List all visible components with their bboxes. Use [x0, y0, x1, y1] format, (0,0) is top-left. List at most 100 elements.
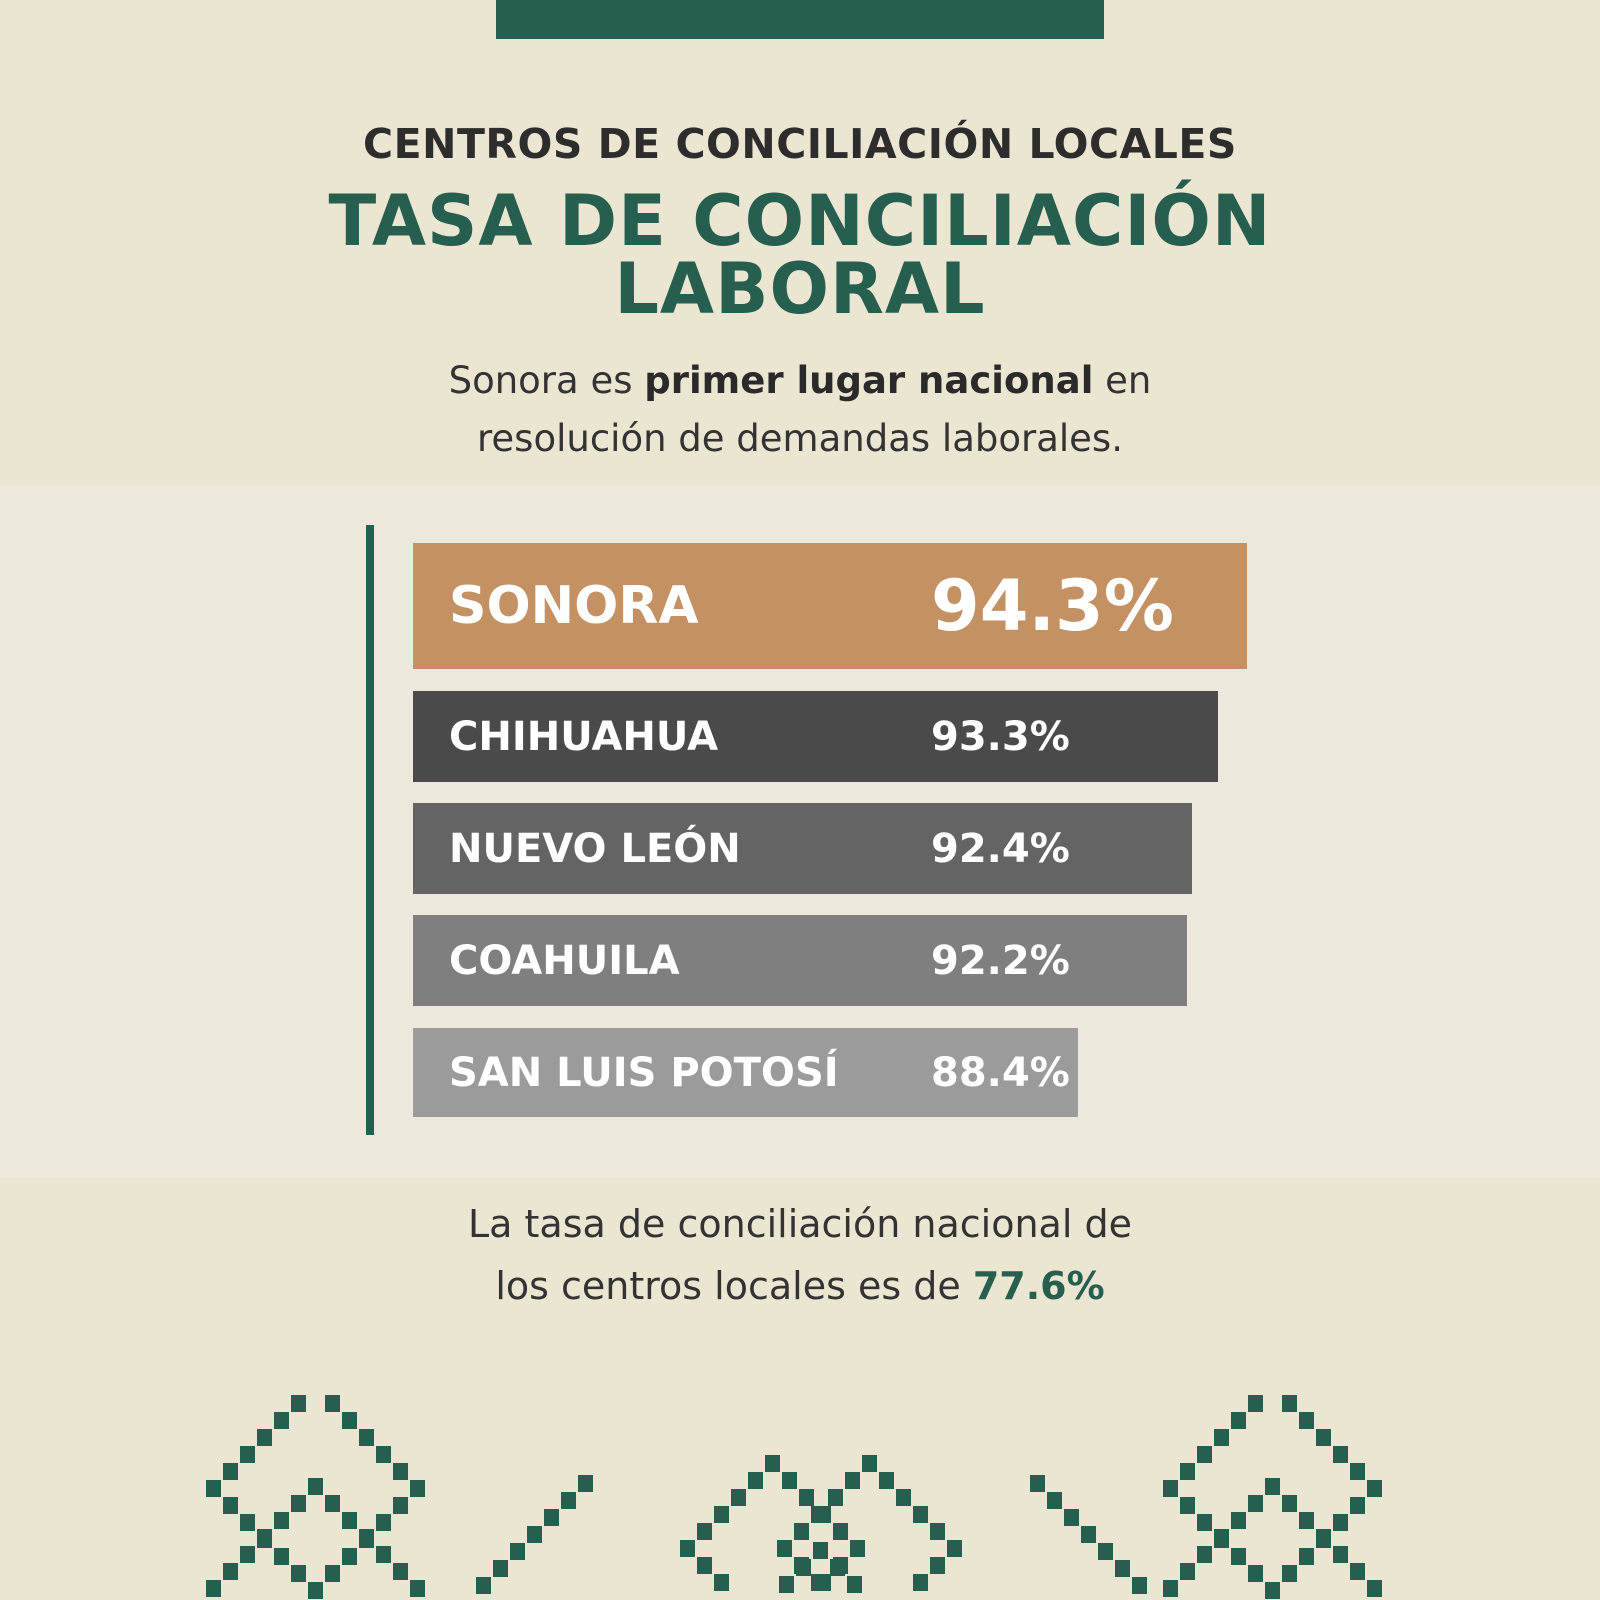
bar-value-label: 92.2%: [931, 937, 1070, 984]
pattern-block: [1350, 1463, 1365, 1480]
pattern-block: [847, 1576, 862, 1593]
pattern-block: [1248, 1565, 1263, 1582]
pattern-block: [782, 1472, 797, 1489]
pattern-block: [274, 1512, 289, 1529]
bar-value-label: 94.3%: [931, 565, 1174, 647]
pattern-block: [896, 1489, 911, 1506]
pattern-block: [811, 1574, 826, 1591]
top-banner-bar: [496, 0, 1104, 39]
main-title-line1: TASA DE CONCILIACIÓN: [328, 180, 1272, 262]
bar-sonora: SONORA 94.3%: [413, 543, 1247, 669]
pattern-block: [257, 1429, 272, 1446]
pattern-block: [833, 1523, 848, 1540]
bar-value-label: 92.4%: [931, 825, 1070, 872]
pattern-block: [376, 1546, 391, 1563]
national-rate-value: 77.6%: [972, 1264, 1105, 1308]
bar-value-label: 93.3%: [931, 713, 1070, 760]
pattern-block: [1282, 1495, 1297, 1512]
pattern-block: [779, 1576, 794, 1593]
bar-label: SAN LUIS POTOSÍ: [449, 1049, 839, 1096]
subtitle-line1: Sonora es primer lugar nacional en: [0, 352, 1600, 410]
pattern-block: [1367, 1480, 1382, 1497]
pattern-block: [291, 1565, 306, 1582]
pattern-block: [376, 1446, 391, 1463]
pattern-block: [223, 1497, 238, 1514]
pattern-block: [274, 1548, 289, 1565]
pattern-block: [257, 1529, 272, 1546]
pattern-block: [1132, 1577, 1147, 1594]
pattern-block: [1333, 1546, 1348, 1563]
pattern-block: [493, 1560, 508, 1577]
pattern-block: [879, 1472, 894, 1489]
subtitle-pre: Sonora es: [448, 359, 645, 402]
pattern-block: [410, 1480, 425, 1497]
pattern-block: [1316, 1429, 1331, 1446]
pattern-block: [1197, 1546, 1212, 1563]
pattern-block: [1231, 1412, 1246, 1429]
pattern-block: [913, 1506, 928, 1523]
footer-line2: los centros locales es de 77.6%: [0, 1257, 1600, 1315]
pattern-block: [930, 1557, 945, 1574]
pattern-block: [376, 1514, 391, 1531]
pattern-block: [796, 1559, 811, 1576]
pattern-block: [1180, 1563, 1195, 1580]
pattern-block: [1030, 1475, 1045, 1492]
pattern-block: [1197, 1514, 1212, 1531]
pattern-block: [544, 1509, 559, 1526]
pattern-block: [527, 1526, 542, 1543]
pattern-block: [206, 1580, 221, 1597]
pattern-block: [240, 1546, 255, 1563]
pattern-block: [828, 1489, 843, 1506]
pattern-block: [342, 1548, 357, 1565]
footer-pre: los centros locales es de: [495, 1264, 973, 1308]
bar-label: SONORA: [449, 576, 699, 636]
pattern-block: [850, 1540, 865, 1557]
pattern-block: [1299, 1548, 1314, 1565]
pattern-block: [410, 1580, 425, 1597]
pattern-block: [1197, 1446, 1212, 1463]
kicker-title: CENTROS DE CONCILIACIÓN LOCALES: [363, 120, 1237, 168]
pattern-block: [1214, 1429, 1229, 1446]
pattern-block: [1180, 1463, 1195, 1480]
bar-chihuahua: CHIHUAHUA 93.3%: [413, 691, 1219, 782]
bar-value-label: 88.4%: [931, 1049, 1070, 1096]
pattern-block: [393, 1463, 408, 1480]
pattern-block: [930, 1523, 945, 1540]
bar-coahuila: COAHUILA 92.2%: [413, 915, 1187, 1006]
pattern-block: [1163, 1480, 1178, 1497]
pattern-block: [1231, 1512, 1246, 1529]
pattern-block: [1115, 1560, 1130, 1577]
pattern-block: [240, 1514, 255, 1531]
subtitle-line2: resolución de demandas laborales.: [477, 417, 1123, 460]
pattern-block: [714, 1506, 729, 1523]
main-title-line2: LABORAL: [614, 248, 986, 330]
pattern-block: [1064, 1509, 1079, 1526]
bar-san-luis-potosí: SAN LUIS POTOSÍ 88.4%: [413, 1028, 1078, 1117]
chart-axis-line: [366, 525, 374, 1135]
bar-nuevo-león: NUEVO LEÓN 92.4%: [413, 803, 1193, 894]
pattern-block: [476, 1577, 491, 1594]
subtitle-post: en: [1093, 359, 1152, 402]
pattern-block: [1299, 1512, 1314, 1529]
pattern-block: [223, 1563, 238, 1580]
pattern-block: [393, 1563, 408, 1580]
pattern-block: [1350, 1563, 1365, 1580]
pattern-block: [342, 1512, 357, 1529]
pattern-block: [291, 1495, 306, 1512]
pattern-block: [1333, 1514, 1348, 1531]
pattern-block: [777, 1540, 792, 1557]
pattern-block: [1367, 1580, 1382, 1597]
pattern-block: [1098, 1543, 1113, 1560]
pattern-block: [697, 1523, 712, 1540]
pattern-block: [680, 1540, 695, 1557]
pattern-block: [697, 1557, 712, 1574]
pattern-block: [862, 1455, 877, 1472]
pattern-block: [1248, 1395, 1263, 1412]
pattern-block: [308, 1478, 323, 1495]
pattern-block: [1248, 1495, 1263, 1512]
pattern-block: [794, 1523, 809, 1540]
pattern-block: [913, 1574, 928, 1591]
pattern-block: [1299, 1412, 1314, 1429]
pattern-block: [359, 1429, 374, 1446]
